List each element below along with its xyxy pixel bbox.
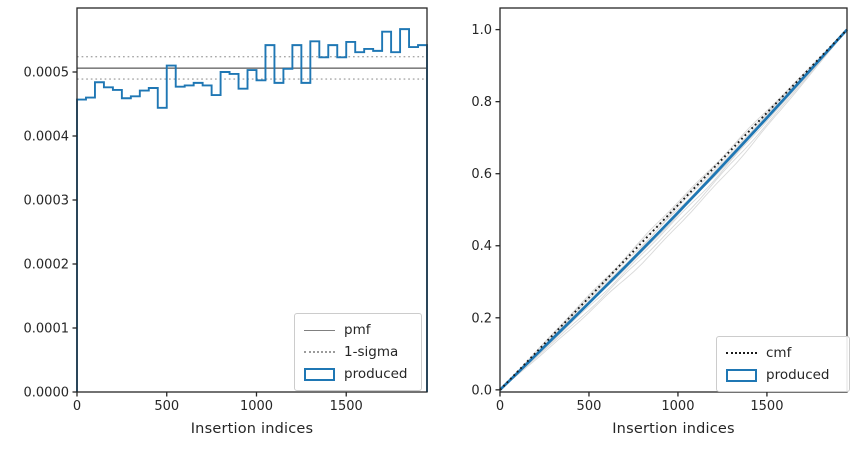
- legend-item-produced: produced: [726, 364, 838, 386]
- right-x-tick-label: 1000: [661, 399, 694, 414]
- right-plot-frame: [499, 7, 848, 393]
- legend-label: cmf: [766, 345, 792, 361]
- legend-item-pmf: pmf: [304, 319, 410, 341]
- produced-step-histogram: [76, 28, 428, 392]
- cmf-line-swatch: [726, 352, 757, 354]
- right-x-tick-label: 1500: [750, 399, 783, 414]
- right-y-tick-label: 0.8: [471, 95, 492, 110]
- right-x-tick-label: 500: [577, 399, 602, 414]
- right-x-axis-label: Insertion indices: [612, 421, 735, 437]
- legend-label: pmf: [344, 322, 371, 338]
- right-plot-legend: cmf produced: [716, 336, 850, 392]
- right-y-tick-label: 0.2: [471, 311, 492, 326]
- left-x-tick-label: 1000: [240, 399, 273, 414]
- left-x-tick-label: 1500: [330, 399, 363, 414]
- legend-label: produced: [344, 366, 408, 382]
- left-y-tick-label: 0.0003: [24, 194, 70, 209]
- produced-patch-swatch: [726, 368, 757, 382]
- right-y-tick-label: 0.4: [471, 239, 492, 254]
- left-y-tick-label: 0.0005: [24, 66, 70, 81]
- legend-label: 1-sigma: [344, 344, 399, 360]
- sigma-line-swatch: [304, 351, 335, 353]
- left-x-tick-label: 500: [154, 399, 179, 414]
- right-y-tick-label: 0.0: [471, 383, 492, 398]
- legend-item-cmf: cmf: [726, 342, 838, 364]
- left-x-tick-label: 0: [73, 399, 81, 414]
- produced-patch-swatch: [304, 367, 335, 381]
- right-x-tick-label: 0: [496, 399, 504, 414]
- right-y-tick-label: 1.0: [471, 23, 492, 38]
- legend-label: produced: [766, 367, 830, 383]
- legend-item-produced: produced: [304, 363, 410, 385]
- pmf-line-swatch: [304, 329, 335, 331]
- left-y-tick-label: 0.0000: [24, 386, 70, 401]
- left-y-tick-label: 0.0002: [24, 258, 70, 273]
- reference-run-line: [499, 29, 848, 391]
- legend-item-1-sigma: 1-sigma: [304, 341, 410, 363]
- reference-run-line: [499, 29, 848, 391]
- cmf-line: [499, 28, 848, 391]
- right-y-tick-label: 0.6: [471, 167, 492, 182]
- reference-run-line: [499, 29, 848, 391]
- left-x-axis-label: Insertion indices: [190, 421, 314, 437]
- produced-cumulative-line: [499, 28, 848, 391]
- left-y-tick-label: 0.0001: [24, 322, 70, 337]
- left-plot-legend: pmf 1-sigma produced: [294, 313, 422, 391]
- left-y-tick-label: 0.0004: [24, 130, 70, 145]
